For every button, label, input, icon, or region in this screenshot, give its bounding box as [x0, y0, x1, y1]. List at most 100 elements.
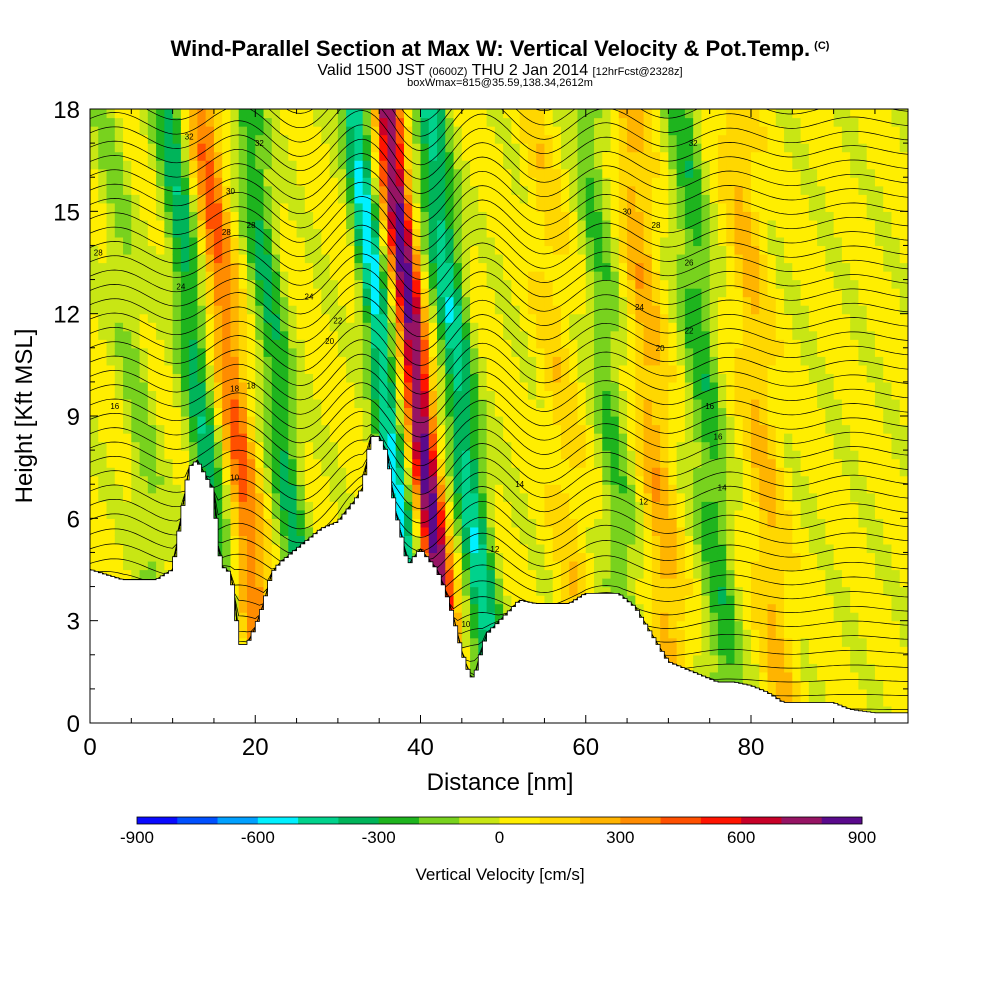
velocity-cell	[370, 407, 380, 417]
velocity-cell	[271, 450, 281, 460]
velocity-cell	[445, 501, 455, 511]
velocity-cell	[172, 475, 182, 485]
velocity-cell	[552, 381, 562, 392]
velocity-cell	[379, 253, 389, 264]
velocity-cell	[288, 126, 298, 136]
velocity-cell	[544, 185, 554, 195]
velocity-cell	[569, 509, 579, 519]
velocity-cell	[213, 177, 223, 187]
velocity-cell	[288, 313, 298, 323]
velocity-cell	[280, 450, 289, 460]
velocity-cell	[131, 450, 141, 460]
velocity-cell	[437, 526, 446, 536]
velocity-cell	[536, 586, 546, 596]
velocity-cell	[552, 253, 562, 264]
velocity-cell	[651, 586, 661, 596]
velocity-cell	[552, 211, 562, 221]
velocity-cell	[329, 475, 339, 485]
velocity-cell	[478, 509, 488, 519]
velocity-cell	[313, 356, 322, 366]
velocity-cell	[635, 236, 645, 247]
velocity-cell	[123, 219, 132, 229]
velocity-cell	[123, 407, 132, 417]
velocity-cell	[90, 151, 99, 161]
velocity-cell	[519, 381, 529, 392]
velocity-cell	[255, 356, 265, 366]
velocity-cell	[527, 134, 537, 144]
velocity-cell	[114, 177, 124, 187]
velocity-cell	[131, 407, 141, 417]
velocity-cell	[635, 475, 645, 485]
velocity-cell	[651, 160, 661, 170]
velocity-cell	[536, 245, 546, 255]
velocity-cell	[486, 194, 496, 204]
velocity-cell	[585, 586, 595, 596]
velocity-cell	[478, 134, 488, 144]
velocity-cell	[569, 236, 579, 247]
velocity-cell	[379, 211, 389, 221]
velocity-cell	[238, 398, 248, 409]
velocity-cell	[238, 458, 248, 468]
velocity-cell	[379, 330, 389, 340]
velocity-cell	[379, 219, 389, 229]
velocity-cell	[321, 484, 331, 494]
velocity-cell	[445, 126, 455, 136]
velocity-cell	[139, 356, 149, 366]
velocity-cell	[90, 211, 99, 221]
velocity-cell	[164, 271, 174, 281]
velocity-cell	[627, 305, 636, 315]
velocity-cell	[643, 458, 653, 468]
velocity-cell	[370, 305, 380, 315]
velocity-cell	[271, 305, 281, 315]
velocity-cell	[147, 339, 157, 349]
velocity-cell	[627, 595, 636, 605]
velocity-cell	[379, 236, 389, 247]
velocity-cell	[552, 433, 562, 443]
velocity-cell	[478, 390, 488, 400]
velocity-cell	[106, 330, 116, 340]
velocity-cell	[280, 441, 289, 451]
velocity-cell	[180, 296, 190, 306]
velocity-cell	[280, 245, 289, 255]
velocity-cell	[486, 398, 496, 409]
velocity-cell	[354, 424, 364, 434]
velocity-cell	[519, 339, 529, 349]
velocity-cell	[412, 322, 422, 332]
velocity-cell	[610, 347, 620, 357]
velocity-cell	[337, 407, 347, 417]
velocity-cell	[560, 245, 570, 255]
velocity-cell	[313, 185, 322, 195]
velocity-cell	[238, 569, 248, 579]
velocity-cell	[313, 296, 322, 306]
velocity-cell	[230, 177, 240, 187]
velocity-cell	[643, 450, 653, 460]
velocity-cell	[205, 381, 215, 392]
velocity-cell	[387, 373, 397, 383]
velocity-cell	[560, 356, 570, 366]
velocity-cell	[437, 279, 446, 289]
velocity-cell	[503, 322, 512, 332]
velocity-cell	[594, 347, 603, 357]
velocity-cell	[470, 347, 479, 357]
velocity-cell	[197, 202, 207, 212]
velocity-cell	[172, 177, 182, 187]
velocity-cell	[486, 151, 496, 161]
velocity-cell	[511, 416, 521, 426]
velocity-cell	[329, 279, 339, 289]
velocity-cell	[288, 109, 298, 119]
velocity-cell	[123, 160, 132, 170]
velocity-cell	[354, 279, 364, 289]
velocity-cell	[577, 185, 587, 195]
velocity-cell	[321, 347, 331, 357]
velocity-cell	[494, 322, 504, 332]
velocity-cell	[627, 458, 636, 468]
velocity-cell	[189, 356, 199, 366]
velocity-cell	[379, 143, 389, 153]
velocity-cell	[387, 296, 397, 306]
velocity-cell	[387, 424, 397, 434]
velocity-cell	[123, 245, 132, 255]
velocity-cell	[172, 219, 182, 229]
velocity-cell	[222, 126, 232, 136]
velocity-cell	[238, 552, 248, 562]
velocity-cell	[610, 578, 620, 588]
